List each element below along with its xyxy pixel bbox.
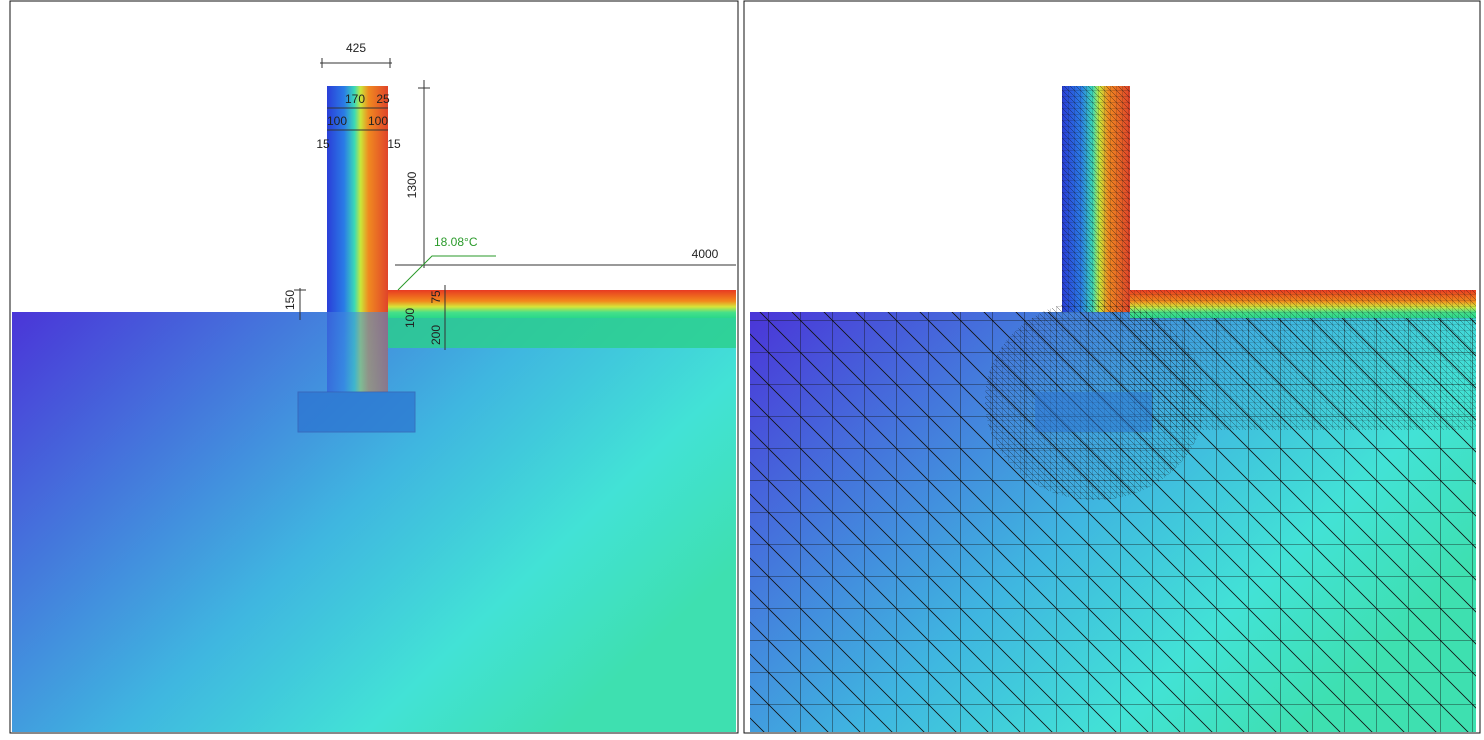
- dimension: 200: [429, 325, 443, 345]
- dimension: 15: [387, 137, 401, 151]
- left-panel: 425 170 25 100 100 15 15 1300 4000 150 7…: [10, 1, 738, 733]
- dimension: 1300: [405, 171, 419, 198]
- right-panel: [744, 1, 1480, 733]
- dimension: 15: [316, 137, 330, 151]
- dimension: 150: [283, 290, 297, 310]
- page: 425 170 25 100 100 15 15 1300 4000 150 7…: [0, 0, 1484, 735]
- footing: [298, 392, 415, 432]
- dimension: 100: [368, 114, 388, 128]
- dimension: 425: [346, 41, 366, 55]
- temperature-label: 18.08°C: [434, 235, 478, 249]
- dimension: 100: [327, 114, 347, 128]
- wall-mesh: [1062, 86, 1130, 312]
- dimension: 75: [429, 290, 443, 304]
- dimension: 25: [376, 92, 390, 106]
- foundation-wall: [327, 312, 388, 392]
- dimension: 170: [345, 92, 365, 106]
- dimension: 4000: [692, 247, 719, 261]
- footing: [1035, 392, 1152, 432]
- dimension: 100: [403, 308, 417, 328]
